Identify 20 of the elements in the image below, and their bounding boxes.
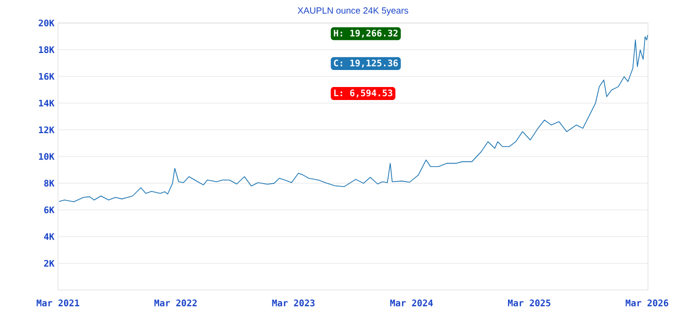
x-tick-label: Mar 2025 — [508, 300, 550, 306]
y-tick-label: 8K — [44, 180, 54, 187]
chart-title: XAUPLN ounce 24K 5years — [298, 7, 408, 16]
annotation: C: 19,125.36 — [334, 60, 398, 68]
y-tick-label: 16K — [39, 72, 54, 80]
x-tick-label: Mar 2024 — [390, 300, 433, 306]
y-tick-label: 18K — [39, 46, 54, 54]
y-tick-label: 14K — [39, 100, 54, 106]
x-tick-label: Mar 2023 — [272, 300, 315, 306]
y-tick-label: 6K — [44, 206, 54, 214]
x-tick-label: Mar 2022 — [154, 300, 197, 306]
x-tick-label: Mar 2026 — [626, 300, 668, 306]
annotation: H: 19,266.32 — [334, 30, 398, 38]
x-tick-label: Mar 2021 — [36, 300, 80, 306]
y-tick-label: 2K — [44, 260, 54, 267]
y-tick-label: 20K — [38, 20, 54, 26]
y-tick-label: 10K — [39, 153, 54, 160]
y-tick-label: 12K — [39, 126, 54, 134]
y-tick-label: 4K — [44, 233, 54, 240]
annotation: L: 6,594.53 — [334, 90, 392, 98]
